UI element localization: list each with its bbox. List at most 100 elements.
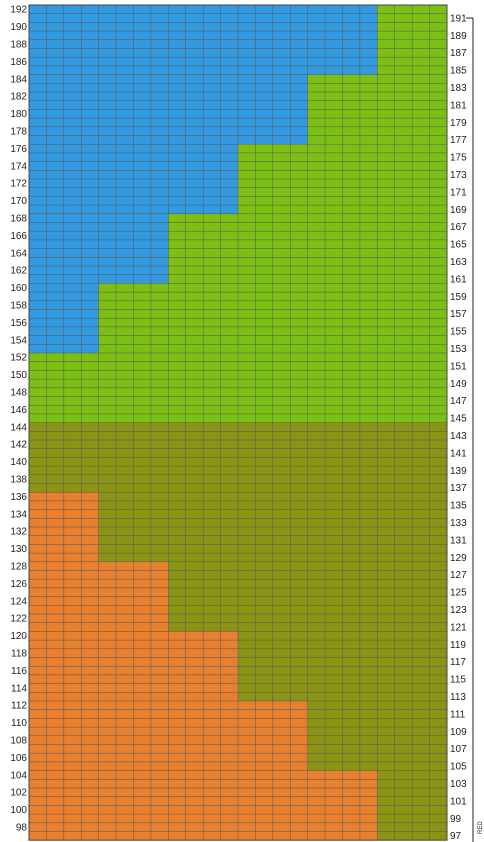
right-row-label: 143	[450, 431, 467, 442]
left-row-label: 190	[10, 22, 27, 33]
right-row-label: 169	[450, 205, 467, 216]
right-row-label: 155	[450, 327, 467, 338]
right-row-label: 145	[450, 414, 467, 425]
left-row-label: 112	[11, 701, 27, 712]
right-row-label: 187	[450, 48, 467, 59]
left-row-label: 140	[10, 457, 27, 468]
right-row-label: 139	[450, 466, 467, 477]
left-row-label: 116	[11, 666, 27, 677]
left-row-label: 134	[10, 509, 27, 520]
right-row-label: 137	[450, 483, 467, 494]
right-row-label: 189	[450, 31, 467, 42]
right-row-label: 191	[450, 13, 467, 24]
right-row-label: 101	[450, 796, 467, 807]
left-row-label: 188	[10, 40, 27, 51]
right-row-label: 177	[450, 135, 467, 146]
left-row-label: 144	[10, 422, 27, 433]
left-row-label: 124	[10, 596, 27, 607]
right-row-label: 105	[450, 762, 467, 773]
right-row-label: 107	[450, 744, 467, 755]
right-row-label: 99	[450, 814, 462, 825]
right-row-label: 151	[450, 361, 467, 372]
left-row-label: 192	[10, 5, 27, 16]
right-row-label: 111	[450, 709, 466, 720]
left-row-label: 106	[10, 753, 27, 764]
left-row-label: 178	[10, 127, 27, 138]
left-row-label: 180	[10, 109, 27, 120]
left-row-label: 126	[10, 579, 27, 590]
right-row-label: 97	[450, 831, 462, 842]
right-row-label: 147	[450, 396, 467, 407]
left-row-label: 100	[10, 805, 27, 816]
left-row-label: 128	[10, 562, 27, 573]
right-row-label: 117	[450, 657, 466, 668]
right-row-label: 163	[450, 257, 467, 268]
left-row-label: 154	[10, 335, 27, 346]
left-row-label: 172	[10, 179, 27, 190]
right-row-label: 123	[450, 605, 467, 616]
left-row-label: 110	[11, 718, 27, 729]
right-row-label: 181	[450, 100, 467, 111]
left-row-label: 132	[10, 527, 27, 538]
right-row-label: 125	[450, 588, 467, 599]
row-bracket	[466, 17, 474, 842]
right-row-label: 165	[450, 240, 467, 251]
right-row-label: 175	[450, 153, 467, 164]
left-row-label: 152	[10, 353, 27, 364]
right-row-label: 119	[450, 640, 466, 651]
right-row-label: 135	[450, 501, 467, 512]
left-row-label: 166	[10, 231, 27, 242]
right-row-label: 153	[450, 344, 467, 355]
left-row-label: 138	[10, 475, 27, 486]
left-row-label: 108	[10, 736, 27, 747]
left-row-label: 182	[10, 92, 27, 103]
right-row-labels: 191 189 187 185 183 181 179 177 175 173 171 169 167 1…	[450, 13, 467, 842]
right-row-label: 115	[450, 675, 466, 686]
right-row-label: 173	[450, 170, 467, 181]
right-row-label: 113	[450, 692, 466, 703]
left-row-label: 170	[10, 196, 27, 207]
right-row-label: 167	[450, 222, 467, 233]
right-row-label: 171	[450, 187, 467, 198]
left-row-labels: 192 190 188 186 184 182 180 178 176 174 172 170 168 1…	[10, 5, 27, 834]
left-row-label: 186	[10, 57, 27, 68]
left-row-label: 148	[10, 388, 27, 399]
right-row-label: 159	[450, 292, 467, 303]
right-row-label: 183	[450, 83, 467, 94]
side-text-red: RED	[478, 821, 484, 834]
right-row-label: 129	[450, 553, 467, 564]
right-row-label: 133	[450, 518, 467, 529]
right-row-label: 161	[450, 274, 467, 285]
left-row-label: 160	[10, 283, 27, 294]
right-row-label: 103	[450, 779, 467, 790]
left-row-label: 168	[10, 214, 27, 225]
left-row-label: 102	[10, 788, 27, 799]
grid-border	[28, 4, 448, 841]
left-row-label: 136	[10, 492, 27, 503]
right-row-label: 141	[450, 448, 467, 459]
left-row-label: 130	[10, 544, 27, 555]
left-row-label: 120	[10, 631, 27, 642]
left-row-label: 176	[10, 144, 27, 155]
left-row-label: 114	[11, 683, 27, 694]
left-row-label: 174	[10, 161, 27, 172]
left-row-label: 164	[10, 248, 27, 259]
right-row-label: 131	[450, 535, 467, 546]
right-row-label: 185	[450, 66, 467, 77]
left-row-label: 142	[10, 440, 27, 451]
left-row-label: 146	[10, 405, 27, 416]
right-row-label: 179	[450, 118, 467, 129]
left-row-label: 98	[16, 823, 28, 834]
left-row-label: 184	[10, 74, 27, 85]
left-row-label: 122	[10, 614, 27, 625]
left-row-label: 158	[10, 301, 27, 312]
right-row-label: 149	[450, 379, 467, 390]
right-row-label: 121	[450, 622, 467, 633]
left-row-label: 150	[10, 370, 27, 381]
left-row-label: 162	[10, 266, 27, 277]
left-row-label: 104	[10, 770, 27, 781]
left-row-label: 156	[10, 318, 27, 329]
right-row-label: 127	[450, 570, 467, 581]
right-row-label: 157	[450, 309, 467, 320]
